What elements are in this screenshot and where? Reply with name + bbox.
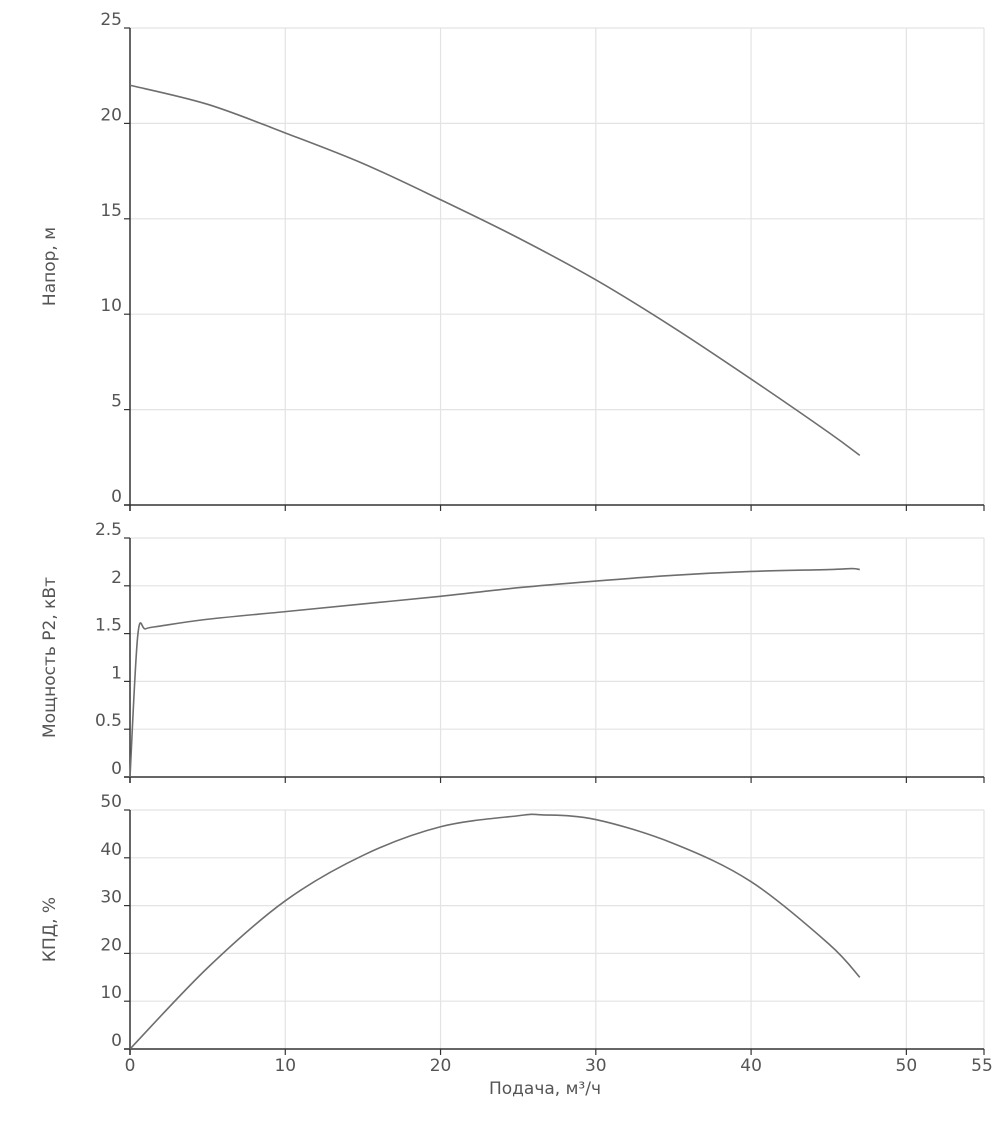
- panel-3-series-1-line: [129, 813, 861, 1050]
- panel-2-ytick-label-2: 1: [111, 663, 122, 683]
- panel-2-series-1-line: [129, 567, 860, 778]
- panel-2-ytick-label-3: 1.5: [95, 616, 122, 636]
- panel-1-ytick-label-2: 10: [100, 296, 122, 316]
- panel-1-ytick-label-5: 25: [100, 10, 122, 30]
- panel-3-ytick-label-4: 40: [100, 840, 122, 860]
- panel-2-y-axis-label: Мощность P2, кВт: [40, 577, 60, 738]
- panel-3-ytick-label-3: 30: [100, 888, 122, 908]
- panel-3-ytick-label-5: 50: [100, 792, 122, 812]
- xtick-label-1: 10: [274, 1056, 296, 1076]
- panel-3-ytick-label-1: 10: [100, 983, 122, 1003]
- panel-1-series-1-line: [129, 84, 861, 457]
- panel-1-ytick-label-4: 20: [100, 105, 122, 125]
- xtick-label-5: 50: [896, 1056, 918, 1076]
- panel-3-y-axis-label: КПД, %: [40, 897, 60, 962]
- xtick-label-2: 20: [430, 1056, 452, 1076]
- panel-1-ytick-label-1: 5: [111, 392, 122, 412]
- xtick-label-4: 40: [740, 1056, 762, 1076]
- panel-2-ytick-label-5: 2.5: [95, 520, 122, 540]
- x-axis-label: Подача, м³/ч: [489, 1079, 601, 1099]
- panel-3-ytick-label-2: 20: [100, 935, 122, 955]
- panel-1-y-axis-label: Напор, м: [40, 227, 60, 306]
- xtick-label-6: 55: [971, 1056, 993, 1076]
- xtick-label-3: 30: [585, 1056, 607, 1076]
- xtick-label-0: 0: [125, 1056, 136, 1076]
- panel-2-ytick-label-0: 0: [111, 759, 122, 779]
- panel-1-ytick-label-3: 15: [100, 201, 122, 221]
- panel-2-ytick-label-1: 0.5: [95, 711, 122, 731]
- panel-2-ytick-label-4: 2: [111, 568, 122, 588]
- panel-3-ytick-label-0: 0: [111, 1031, 122, 1051]
- panel-1-ytick-label-0: 0: [111, 487, 122, 507]
